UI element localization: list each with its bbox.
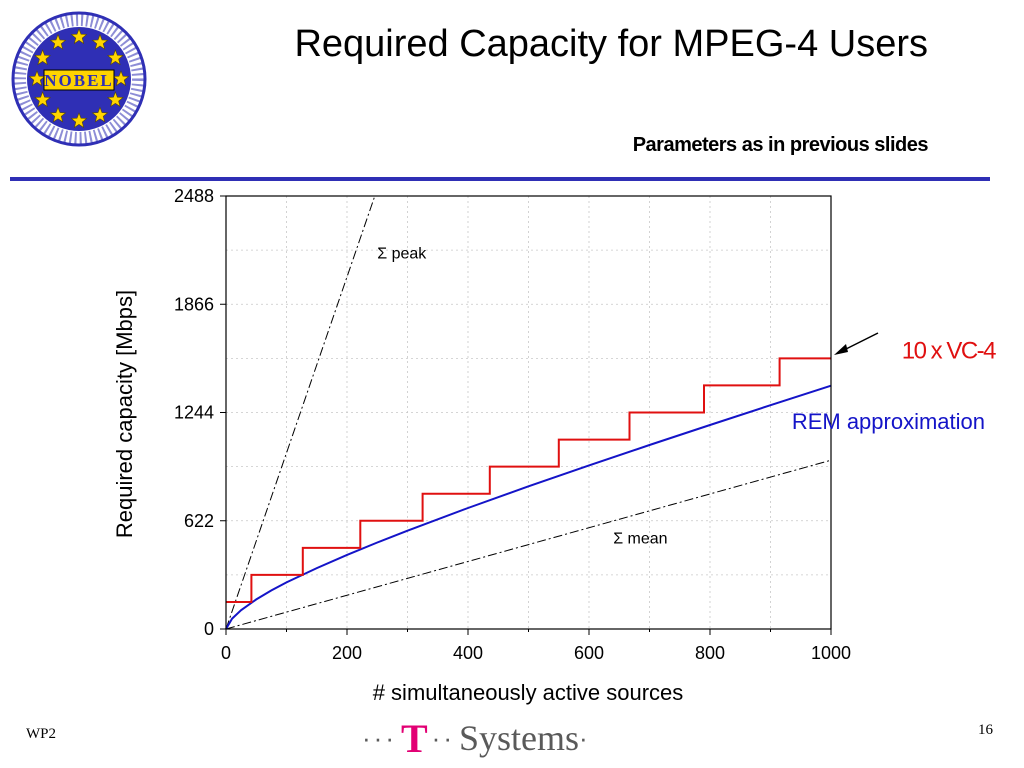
x-tick-label: 200: [332, 643, 362, 663]
series-dash-dot: [225, 195, 376, 630]
page-title: Required Capacity for MPEG-4 Users: [294, 23, 928, 65]
annotation-label: Σ peak: [377, 245, 427, 262]
x-tick-label: 0: [221, 643, 231, 663]
brand-dots-mid: ··: [431, 722, 455, 753]
y-axis-label: Required capacity [Mbps]: [112, 290, 137, 538]
series-dash-dot: [225, 459, 832, 630]
logo-star-icon: [34, 49, 51, 66]
logo-text: NOBEL: [44, 71, 114, 90]
logo-star-icon: [112, 70, 130, 87]
logo-star-icon: [34, 91, 51, 108]
series-layer: [225, 195, 832, 630]
annotation-layer: Σ peak Σ mean REM approximation 10 x VC-4: [377, 245, 997, 548]
brand-dots-left: ···: [362, 722, 397, 753]
page-number: 16: [978, 722, 993, 738]
brand-t: T: [400, 715, 428, 761]
x-tick-label: 1000: [811, 643, 851, 663]
grid-layer: [226, 196, 831, 629]
tsystems-logo: ··· T ·· Systems ·: [362, 715, 591, 761]
nobel-logo-icon: NOBEL: [11, 11, 147, 147]
logo-star-icon: [49, 33, 67, 50]
logo-star-icon: [107, 49, 124, 66]
logo-star-icon: [28, 70, 46, 87]
y-tick-label: 0: [204, 619, 214, 639]
logo-star-icon: [49, 106, 67, 123]
x-tick-label: 800: [695, 643, 725, 663]
logo-star-icon: [70, 112, 88, 129]
x-tick-label: 600: [574, 643, 604, 663]
title-divider: [10, 177, 990, 181]
logo-star-icon: [91, 33, 109, 50]
x-tick-label: 400: [453, 643, 483, 663]
page-subtitle: Parameters as in previous slides: [632, 134, 929, 156]
brand-dot-right: ·: [579, 722, 591, 753]
y-tick-label: 1244: [174, 403, 214, 423]
vc4-arrow-head: [834, 344, 848, 355]
annotation-label: REM approximation: [792, 409, 985, 434]
logo-star-icon: [70, 28, 88, 45]
ticks-layer: 0 200 400 600 800 1000 0 622 1244 1866 2488: [174, 186, 851, 663]
y-tick-label: 622: [184, 511, 214, 531]
series-step: [226, 357, 831, 603]
annotation-label: Σ mean: [613, 531, 667, 548]
logo-star-icon: [107, 91, 124, 108]
y-tick-label: 1866: [174, 294, 214, 314]
y-tick-label: 2488: [174, 186, 214, 206]
logo-star-icon: [91, 106, 109, 123]
x-axis-label: # simultaneously active sources: [373, 680, 684, 705]
brand-name: Systems: [459, 718, 580, 758]
annotation-label: 10 x VC-4: [902, 337, 996, 364]
footer-label: WP2: [26, 726, 56, 742]
